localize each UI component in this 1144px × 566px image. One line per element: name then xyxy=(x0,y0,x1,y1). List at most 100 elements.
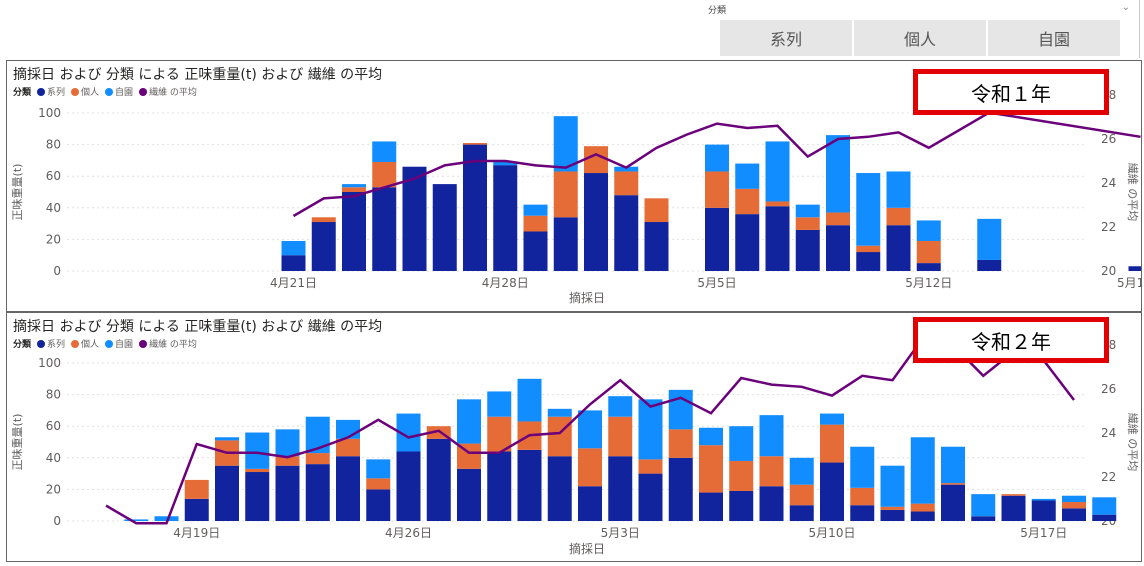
bar-系列-5/11[interactable] xyxy=(850,505,875,521)
bar-系列-4/20[interactable] xyxy=(215,465,239,521)
bar-系列-5/6[interactable] xyxy=(699,492,723,521)
bar-系列-4/28[interactable] xyxy=(493,165,518,271)
bar-個人-4/27[interactable] xyxy=(463,143,487,145)
fiber-average-line[interactable] xyxy=(292,111,1141,218)
bar-系列-4/29[interactable] xyxy=(487,451,512,521)
bar-個人-5/10[interactable] xyxy=(820,424,844,463)
bar-系列-4/27[interactable] xyxy=(463,144,487,271)
bar-個人-5/7[interactable] xyxy=(765,201,790,207)
bar-自園-5/17[interactable] xyxy=(1031,498,1056,501)
bar-系列-4/26[interactable] xyxy=(432,184,457,271)
bar-系列-5/6[interactable] xyxy=(735,214,760,271)
bar-自園-4/28[interactable] xyxy=(457,399,481,444)
bar-系列-5/4[interactable] xyxy=(638,473,663,521)
fiber-average-line[interactable] xyxy=(105,337,1075,525)
bar-自園-4/29[interactable] xyxy=(487,391,512,417)
bar-自園-4/23[interactable] xyxy=(342,184,366,188)
bar-個人-5/6[interactable] xyxy=(735,188,760,215)
bar-個人-5/3[interactable] xyxy=(608,416,633,457)
bar-自園-4/30[interactable] xyxy=(553,116,578,172)
bar-自園-4/24[interactable] xyxy=(372,141,397,162)
legend-item-fiber[interactable]: 繊維 の平均 xyxy=(139,85,197,98)
bar-個人-4/25[interactable] xyxy=(366,478,391,490)
bar-個人-5/4[interactable] xyxy=(638,459,663,474)
bar-系列-5/3[interactable] xyxy=(608,456,633,521)
bar-系列-4/28[interactable] xyxy=(457,468,481,521)
bar-自園-5/13[interactable] xyxy=(910,437,935,504)
bar-自園-5/7[interactable] xyxy=(765,141,790,202)
bar-系列-4/25[interactable] xyxy=(402,166,427,271)
bar-個人-4/22[interactable] xyxy=(311,217,336,223)
bar-系列-4/21[interactable] xyxy=(281,255,306,271)
bar-個人-4/21[interactable] xyxy=(245,468,270,473)
bar-自園-5/11[interactable] xyxy=(850,446,875,488)
bar-個人-5/14[interactable] xyxy=(941,483,965,485)
bar-個人-5/1[interactable] xyxy=(584,146,608,174)
bar-系列-5/3[interactable] xyxy=(644,222,669,271)
bar-個人-5/13[interactable] xyxy=(910,503,935,512)
bar-個人-5/11[interactable] xyxy=(850,487,875,506)
legend-item-kojin[interactable]: 個人 xyxy=(71,337,99,350)
bar-系列-4/23[interactable] xyxy=(342,192,366,271)
bar-個人-5/5[interactable] xyxy=(705,171,729,208)
chevron-down-icon[interactable]: ⌄ xyxy=(1121,2,1130,13)
bar-自園-5/18[interactable] xyxy=(1062,495,1086,503)
bar-自園-5/6[interactable] xyxy=(699,427,723,446)
bar-個人-5/8[interactable] xyxy=(759,456,784,487)
bar-系列-5/11[interactable] xyxy=(886,225,911,271)
bar-系列-5/9[interactable] xyxy=(826,225,850,271)
bar-個人-5/8[interactable] xyxy=(795,217,820,230)
slicer-option-jien[interactable]: 自園 xyxy=(988,20,1120,56)
bar-自園-5/8[interactable] xyxy=(795,204,820,218)
bar-自園-4/21[interactable] xyxy=(281,240,306,256)
bar-系列-5/2[interactable] xyxy=(614,195,639,271)
bar-系列-4/22[interactable] xyxy=(311,222,336,271)
bar-自園-5/11[interactable] xyxy=(886,171,911,208)
bar-個人-5/7[interactable] xyxy=(729,460,754,491)
bar-自園-5/7[interactable] xyxy=(729,426,754,461)
slicer-option-kojin[interactable]: 個人 xyxy=(854,20,986,56)
bar-系列-5/1[interactable] xyxy=(584,173,608,271)
bar-自園-5/2[interactable] xyxy=(578,410,602,449)
bar-自園-5/5[interactable] xyxy=(668,389,693,430)
legend-item-jien[interactable]: 自園 xyxy=(105,85,133,98)
bar-個人-4/22[interactable] xyxy=(275,456,300,466)
bar-自園-5/2[interactable] xyxy=(614,166,639,172)
bar-自園-5/8[interactable] xyxy=(759,415,784,457)
bar-自園-5/12[interactable] xyxy=(880,465,905,507)
bar-系列-5/14[interactable] xyxy=(977,259,1002,271)
bar-系列-5/10[interactable] xyxy=(856,252,881,271)
bar-自園-5/19[interactable] xyxy=(1092,497,1117,515)
bar-系列-4/24[interactable] xyxy=(372,187,397,271)
legend-item-kojin[interactable]: 個人 xyxy=(71,85,99,98)
bar-個人-5/1[interactable] xyxy=(547,416,572,457)
bar-系列-5/19[interactable] xyxy=(1128,266,1144,271)
bar-自園-5/15[interactable] xyxy=(971,494,996,517)
bar-系列-5/8[interactable] xyxy=(795,229,820,271)
bar-系列-4/19[interactable] xyxy=(184,498,209,521)
bar-自園-4/20[interactable] xyxy=(215,437,239,441)
bar-自園-4/17[interactable] xyxy=(124,519,149,521)
legend-item-keiretsu[interactable]: 系列 xyxy=(37,85,65,98)
bar-系列-4/30[interactable] xyxy=(553,217,578,271)
bar-系列-5/5[interactable] xyxy=(668,457,693,521)
bar-系列-5/8[interactable] xyxy=(759,486,784,521)
bar-自園-5/3[interactable] xyxy=(608,396,633,417)
bar-系列-4/24[interactable] xyxy=(336,456,360,521)
bar-系列-5/2[interactable] xyxy=(578,486,602,521)
bar-系列-4/30[interactable] xyxy=(517,449,542,521)
bar-自園-5/4[interactable] xyxy=(638,399,663,460)
bar-系列-5/14[interactable] xyxy=(941,484,965,521)
bar-系列-5/5[interactable] xyxy=(705,207,729,271)
bar-個人-5/2[interactable] xyxy=(614,171,639,196)
bar-系列-4/22[interactable] xyxy=(275,465,300,521)
bar-自園-4/30[interactable] xyxy=(517,378,542,422)
bar-個人-4/29[interactable] xyxy=(487,416,512,452)
legend-item-fiber[interactable]: 繊維 の平均 xyxy=(139,337,197,350)
bar-個人-5/5[interactable] xyxy=(668,429,693,458)
bar-個人-4/24[interactable] xyxy=(336,438,360,457)
bar-系列-4/25[interactable] xyxy=(366,489,391,521)
bar-個人-5/9[interactable] xyxy=(789,484,814,506)
bar-自園-5/14[interactable] xyxy=(941,446,965,484)
bar-自園-5/10[interactable] xyxy=(820,413,844,425)
